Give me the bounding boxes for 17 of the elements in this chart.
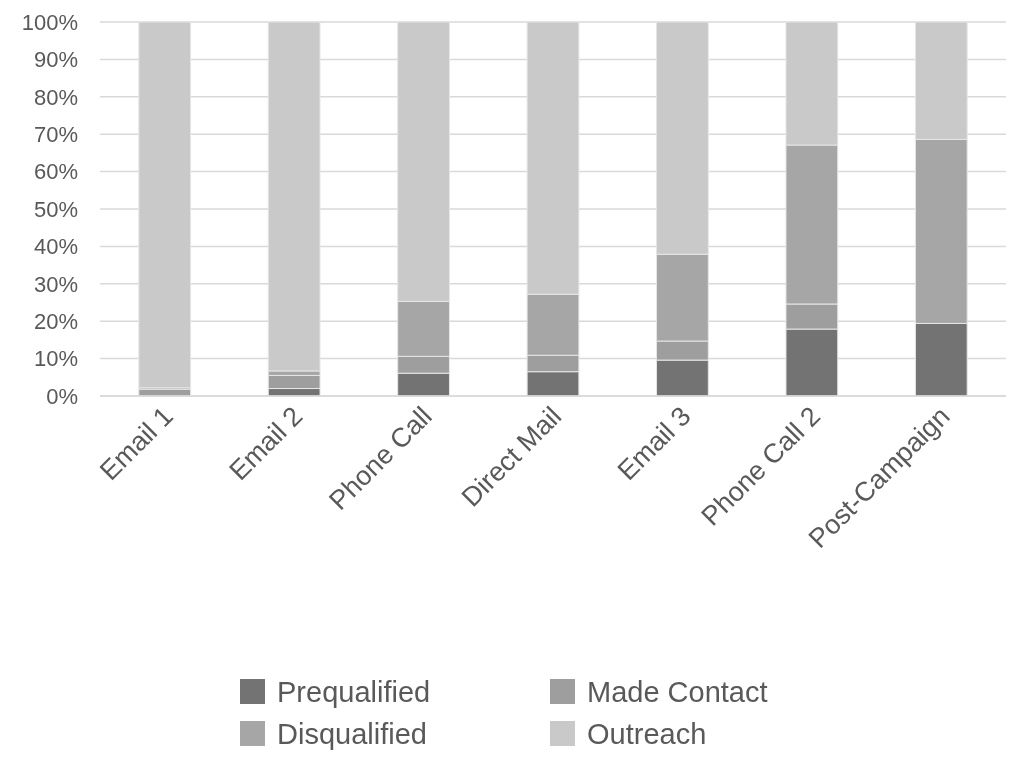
- y-tick-label: 0%: [46, 383, 78, 409]
- bar: [267, 21, 321, 372]
- y-tick-label: 30%: [33, 271, 78, 297]
- y-tick-label: 70%: [33, 121, 78, 147]
- y-tick-label: 50%: [33, 196, 78, 222]
- y-tick-label: 60%: [33, 159, 78, 185]
- legend-label: Made Contact: [587, 676, 768, 709]
- y-tick-label: 10%: [33, 346, 78, 372]
- y-tick-label: 90%: [33, 47, 78, 73]
- bar: [138, 21, 192, 389]
- legend-label: Disqualified: [277, 718, 427, 751]
- y-tick-label: 20%: [33, 308, 78, 334]
- legend-label: Outreach: [587, 718, 707, 751]
- y-tick-label: 100%: [21, 9, 78, 35]
- y-tick-label: 40%: [33, 234, 78, 260]
- y-tick-label: 80%: [33, 84, 78, 110]
- legend-label: Prequalified: [277, 676, 431, 709]
